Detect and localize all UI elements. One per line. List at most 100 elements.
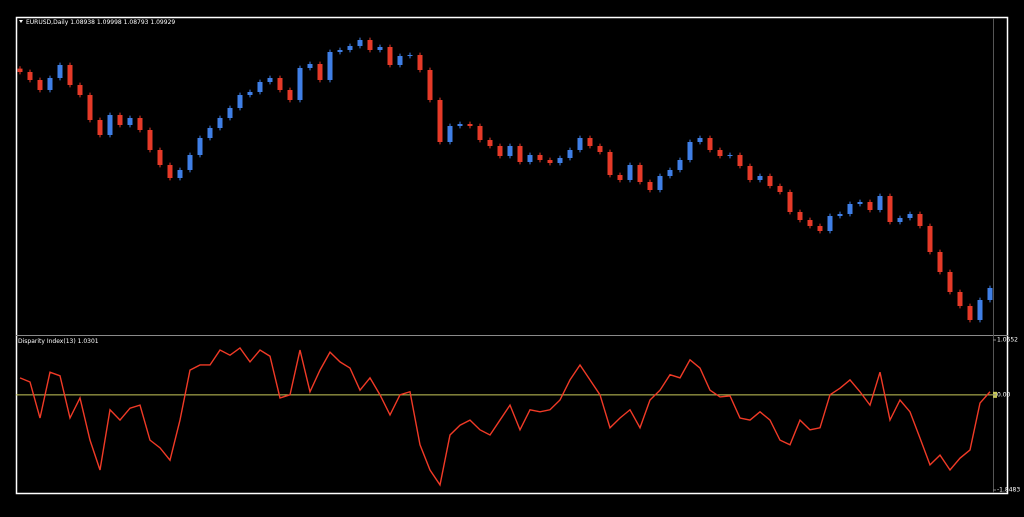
candle-body — [307, 64, 313, 68]
candle-body — [297, 68, 303, 100]
candle-body — [817, 226, 823, 231]
candle-body — [97, 120, 103, 135]
candle-body — [657, 176, 663, 190]
candle-body — [947, 272, 953, 292]
candle-body — [537, 155, 543, 160]
candle-body — [87, 95, 93, 120]
candle-body — [257, 82, 263, 92]
y-tick-label: -1.8483 — [997, 487, 1020, 494]
candle-body — [317, 64, 323, 80]
candle-body — [647, 182, 653, 190]
candle-body — [667, 170, 673, 176]
candle-body — [617, 175, 623, 180]
candle-body — [417, 55, 423, 70]
header-high: 1.09998 — [97, 19, 122, 26]
candle-body — [467, 124, 473, 126]
candle-body — [917, 214, 923, 226]
candle-body — [727, 155, 733, 156]
candle-body — [967, 306, 973, 320]
candle-body — [367, 40, 373, 50]
candle-body — [707, 138, 713, 150]
candle-body — [197, 138, 203, 155]
candle-body — [177, 170, 183, 178]
indicator-line — [19, 347, 991, 487]
candle-body — [377, 47, 383, 50]
candle-body — [757, 176, 763, 180]
candle-body — [737, 155, 743, 166]
candle-body — [447, 126, 453, 142]
candle-body — [117, 115, 123, 125]
candle-body — [227, 108, 233, 118]
candle-body — [897, 218, 903, 222]
candle-body — [637, 165, 643, 182]
candle-body — [277, 78, 283, 90]
candle-body — [807, 220, 813, 226]
candle-body — [677, 160, 683, 170]
candle-body — [107, 115, 113, 135]
candle-body — [687, 142, 693, 160]
candle-body — [397, 56, 403, 65]
candle-body — [977, 300, 983, 320]
candle-body — [527, 155, 533, 162]
candle-body — [857, 202, 863, 204]
candle-body — [957, 292, 963, 306]
indicator-value: 1.0301 — [78, 338, 99, 345]
candle-body — [497, 146, 503, 156]
candle-body — [777, 186, 783, 192]
candle-body — [697, 138, 703, 142]
candle-body — [477, 126, 483, 140]
chart-header: EURUSD,Daily 1.08938 1.09998 1.08793 1.0… — [26, 19, 175, 26]
candle-body — [357, 40, 363, 46]
candle-body — [147, 130, 153, 150]
candle-body — [387, 47, 393, 65]
candle-body — [717, 150, 723, 156]
candle-body — [747, 166, 753, 180]
y-tick-label: 1.0652 — [997, 337, 1018, 344]
candle-body — [337, 50, 343, 52]
menu-marker — [19, 20, 23, 23]
candle-body — [837, 214, 843, 216]
candle-body — [77, 85, 83, 95]
candle-body — [247, 92, 253, 95]
candle-body — [827, 216, 833, 231]
candle-body — [157, 150, 163, 165]
indicator-title: Disparity Index(13) — [18, 338, 76, 345]
candle-body — [987, 288, 993, 300]
candle-body — [567, 150, 573, 158]
candle-body — [787, 192, 793, 212]
candle-body — [267, 78, 273, 82]
candle-body — [17, 68, 23, 72]
candle-body — [407, 55, 413, 56]
candle-body — [597, 146, 603, 152]
symbol: EURUSD,Daily — [26, 19, 69, 26]
candle-body — [287, 90, 293, 100]
candle-body — [137, 118, 143, 130]
candle-body — [57, 65, 63, 78]
candle-body — [767, 176, 773, 186]
candle-body — [47, 78, 53, 90]
candle-body — [427, 70, 433, 100]
header-close: 1.09929 — [150, 19, 175, 26]
frame — [15, 16, 1009, 495]
candle-body — [487, 140, 493, 146]
candle-body — [127, 118, 133, 125]
candle-body — [587, 138, 593, 146]
candle-body — [557, 158, 563, 163]
y-tick-label: 0.00 — [997, 391, 1011, 398]
candle-body — [627, 165, 633, 180]
candle-body — [547, 160, 553, 163]
candle-body — [607, 152, 613, 175]
candle-body — [457, 124, 463, 126]
candle-body — [37, 80, 43, 90]
candle-body — [907, 214, 913, 218]
candle-body — [27, 72, 33, 80]
candle-body — [207, 128, 213, 138]
candle-body — [867, 202, 873, 210]
candle-body — [877, 196, 883, 210]
candle-body — [347, 46, 353, 50]
candle-body — [927, 226, 933, 252]
candle-body — [437, 100, 443, 142]
candle-body — [847, 204, 853, 214]
